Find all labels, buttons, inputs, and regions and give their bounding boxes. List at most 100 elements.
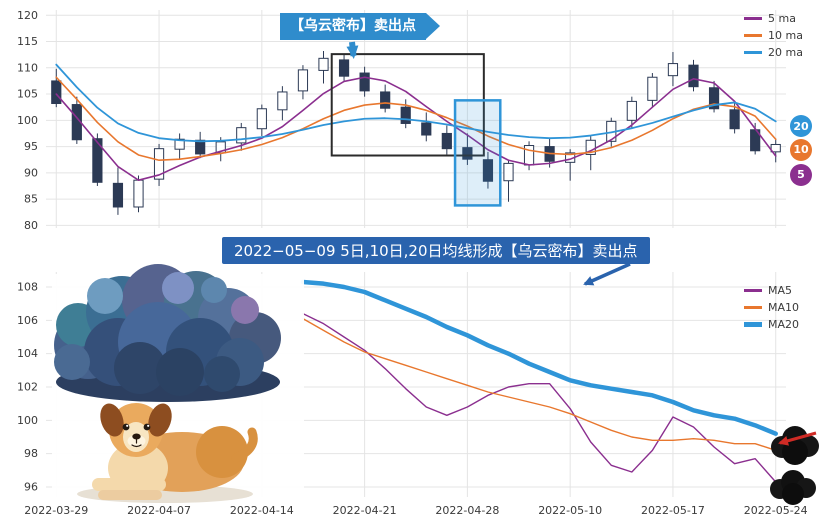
legend-item-10ma: 10 ma xyxy=(744,29,803,42)
bottom-y-tick-label: 106 xyxy=(17,314,38,327)
top-y-tick-label: 90 xyxy=(24,166,38,179)
x-date-label: 2022-04-14 xyxy=(230,504,294,517)
x-date-label: 2022-04-07 xyxy=(127,504,191,517)
candle-up xyxy=(277,91,288,111)
bottom-line-MA10 xyxy=(302,317,777,452)
bottom-y-tick-label: 102 xyxy=(17,381,38,394)
candle-up xyxy=(585,139,596,155)
legend-label-MA5: MA5 xyxy=(768,284,793,297)
x-date-label: 2022-04-21 xyxy=(333,504,397,517)
ma-pattern-banner: 2022−05−09 5日,10日,20日均线形成【乌云密布】卖出点 xyxy=(222,237,650,264)
bottom-chart-legend: MA5 MA10 MA20 xyxy=(744,284,799,331)
legend-label-MA10: MA10 xyxy=(768,301,800,314)
ma10-end-badge: 10 xyxy=(790,138,812,161)
candle-up xyxy=(523,145,535,166)
top-y-tick-label: 120 xyxy=(17,9,38,22)
candle-up xyxy=(236,127,247,144)
candle-up xyxy=(318,57,329,71)
candle-down xyxy=(462,147,473,160)
top-line-10ma xyxy=(55,76,777,162)
banner-pointer-arrow-icon xyxy=(583,262,631,286)
x-date-label: 2022-05-24 xyxy=(744,504,808,517)
top-y-tick-label: 115 xyxy=(17,35,38,48)
legend-item-20ma: 20 ma xyxy=(744,46,803,59)
x-date-label: 2022-05-10 xyxy=(538,504,602,517)
candle-up xyxy=(153,148,165,180)
ma10-line-swatch-icon xyxy=(744,34,762,37)
ma-pattern-banner-text: 2022−05−09 5日,10日,20日均线形成【乌云密布】卖出点 xyxy=(234,242,638,260)
MA20-line-swatch-icon xyxy=(744,322,762,327)
top-y-tick-label: 80 xyxy=(24,219,38,232)
top-y-tick-label: 105 xyxy=(17,88,38,101)
candle-down xyxy=(729,109,740,130)
sell-point-callout-text: 【乌云密布】卖出点 xyxy=(290,18,416,34)
candle-down xyxy=(112,182,124,208)
ma20-end-badge-label: 20 xyxy=(793,119,809,133)
bottom-line-MA20 xyxy=(300,279,778,436)
x-date-label: 2022-03-29 xyxy=(24,504,88,517)
bottom-y-tick-label: 100 xyxy=(17,414,38,427)
top-y-tick-label: 100 xyxy=(17,114,38,127)
ma5-end-badge-label: 5 xyxy=(797,168,805,182)
candle-down xyxy=(400,106,411,124)
dark-cloud-over-dog-illustration xyxy=(52,264,304,503)
x-date-label: 2022-04-28 xyxy=(435,504,499,517)
candle-down xyxy=(195,139,206,155)
top-y-tick-label: 110 xyxy=(17,61,38,74)
ma5-end-badge: 5 xyxy=(790,163,812,186)
sell-point-callout: 【乌云密布】卖出点 xyxy=(280,13,440,40)
candle-down xyxy=(482,159,494,182)
candle-up xyxy=(297,69,309,92)
ma10-end-badge-label: 10 xyxy=(793,143,809,157)
top-chart-legend: 5 ma 10 ma 20 ma xyxy=(744,12,803,59)
ma20-end-badge: 20 xyxy=(790,115,812,138)
legend-item-MA10: MA10 xyxy=(744,301,799,314)
candle-down xyxy=(688,64,699,88)
top-line-20ma xyxy=(55,63,777,143)
top-line-5ma xyxy=(55,76,777,181)
dog-art xyxy=(77,403,258,503)
bottom-line-MA5 xyxy=(302,312,777,483)
ma20-line-swatch-icon xyxy=(744,51,762,54)
annotation-layer xyxy=(330,41,817,446)
candle-down xyxy=(92,138,103,183)
callout-down-arrow-icon xyxy=(346,41,359,59)
candle-down xyxy=(708,87,720,110)
candle-down xyxy=(359,72,370,92)
candle-down xyxy=(51,80,62,105)
bottom-y-tick-label: 96 xyxy=(24,481,38,494)
candle-down xyxy=(421,122,432,136)
ma5-line-swatch-icon xyxy=(744,17,762,20)
callout-arrow-tail-icon xyxy=(426,13,440,39)
legend-item-MA20: MA20 xyxy=(744,318,799,331)
legend-label-10ma: 10 ma xyxy=(768,29,803,42)
candle-up xyxy=(667,63,679,77)
candle-down xyxy=(380,91,391,109)
generated-chart-layer: 8085909510010511011512096981001021041061… xyxy=(17,9,808,517)
bottom-y-tick-label: 104 xyxy=(17,347,38,360)
candle-down xyxy=(441,132,452,150)
candle-up xyxy=(647,76,658,101)
MA5-line-swatch-icon xyxy=(744,289,762,292)
storm-cloud-icon xyxy=(771,426,819,465)
candle-up xyxy=(770,143,781,153)
legend-item-MA5: MA5 xyxy=(744,284,799,297)
bottom-y-tick-label: 98 xyxy=(24,447,38,460)
candle-up xyxy=(503,162,514,182)
sell-zone-box xyxy=(453,99,502,207)
candle-down xyxy=(338,59,350,77)
storm-cloud-icon xyxy=(770,470,816,505)
legend-item-5ma: 5 ma xyxy=(744,12,803,25)
x-date-label: 2022-05-17 xyxy=(641,504,705,517)
top-y-tick-label: 95 xyxy=(24,140,38,153)
legend-label-5ma: 5 ma xyxy=(768,12,796,25)
candle-up xyxy=(174,138,185,150)
red-warning-arrow-icon xyxy=(778,431,817,446)
dark-cloud-art xyxy=(54,264,281,402)
dark-cloud-region-box xyxy=(330,53,485,157)
legend-label-20ma: 20 ma xyxy=(768,46,803,59)
bottom-y-tick-label: 108 xyxy=(17,281,38,294)
candle-up xyxy=(256,108,267,130)
